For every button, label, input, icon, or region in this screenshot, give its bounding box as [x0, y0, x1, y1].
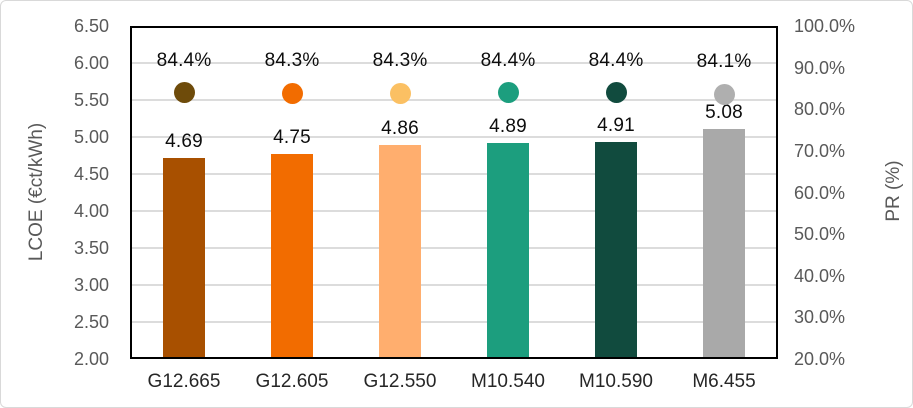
bar	[271, 153, 313, 357]
right-axis-tick-label: 60.0%	[794, 182, 846, 203]
left-axis-tick-label: 3.00	[73, 275, 109, 295]
bar	[487, 143, 529, 357]
right-axis-tick-label: 90.0%	[794, 57, 846, 78]
gridline	[132, 210, 776, 212]
gridline	[132, 62, 776, 64]
left-axis-tick-label: 4.00	[73, 201, 109, 221]
plot-area: 4.69 84.4% 4.75 84.3% 4.86 84.3% 4.89 84.4% 4.91…	[130, 26, 778, 359]
bar	[703, 129, 745, 357]
category-label: M6.455	[692, 371, 756, 392]
right-axis-tick-label: 50.0%	[794, 224, 846, 245]
left-axis-tick-label: 2.00	[73, 349, 109, 369]
left-axis-tick-label: 5.00	[73, 127, 109, 147]
right-axis-title: PR (%)	[883, 160, 904, 222]
category-label: G12.550	[363, 371, 437, 392]
left-axis-tick-label: 3.50	[73, 238, 109, 258]
pr-marker	[713, 83, 735, 105]
bar-value-label: 4.91	[597, 114, 635, 136]
category-label: G12.665	[147, 371, 221, 392]
category-label: G12.605	[255, 371, 329, 392]
bar-value-label: 5.08	[705, 102, 743, 124]
bar	[163, 157, 205, 357]
category-label: M10.590	[579, 371, 653, 392]
right-axis-tick-label: 100.0%	[794, 16, 856, 36]
pr-marker	[173, 82, 195, 104]
pr-value-label: 84.1%	[696, 51, 752, 73]
pr-value-label: 84.3%	[264, 50, 320, 72]
gridline	[132, 136, 776, 138]
gridline	[132, 99, 776, 101]
gridline	[132, 173, 776, 175]
left-axis-tick-label: 6.50	[73, 16, 109, 36]
category-label: M10.540	[471, 371, 545, 392]
pr-value-label: 84.4%	[156, 49, 212, 71]
left-axis-title: LCOE (€ct/kWh)	[26, 122, 47, 262]
right-axis-tick-label: 80.0%	[794, 99, 846, 120]
bar-value-label: 4.86	[381, 118, 419, 140]
pr-marker	[389, 82, 411, 104]
bar-value-label: 4.69	[165, 130, 203, 152]
bar	[595, 141, 637, 357]
left-axis-tick-label: 2.50	[73, 312, 109, 332]
pr-value-label: 84.4%	[480, 49, 536, 71]
pr-value-label: 84.3%	[372, 50, 428, 72]
bar-value-label: 4.89	[489, 116, 527, 138]
right-axis-tick-label: 20.0%	[794, 349, 846, 369]
bar	[379, 145, 421, 357]
gridline	[132, 284, 776, 286]
pr-marker	[605, 82, 627, 104]
pr-marker	[281, 82, 303, 104]
right-axis-tick-label: 70.0%	[794, 140, 846, 161]
gridline	[132, 321, 776, 323]
left-axis-tick-label: 5.50	[73, 90, 109, 110]
pr-value-label: 84.4%	[588, 49, 644, 71]
right-axis-tick-label: 40.0%	[794, 265, 846, 286]
bar-value-label: 4.75	[273, 126, 311, 148]
pr-marker	[497, 82, 519, 104]
gridline	[132, 247, 776, 249]
left-axis-tick-label: 6.00	[73, 53, 109, 73]
right-axis-tick-label: 30.0%	[794, 307, 846, 328]
left-axis-tick-label: 4.50	[73, 164, 109, 184]
